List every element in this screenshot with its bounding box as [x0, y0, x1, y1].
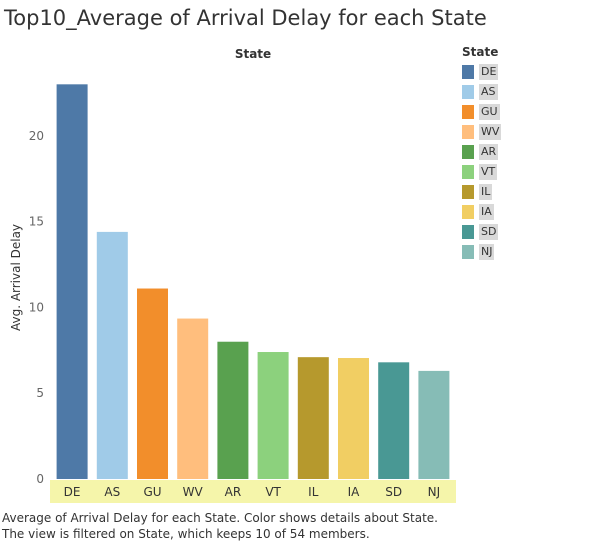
- y-tick-label: 15: [29, 215, 44, 229]
- legend-swatch: [462, 105, 474, 119]
- bar-vt: [257, 352, 289, 479]
- legend-item-wv[interactable]: WV: [462, 122, 502, 142]
- x-tick-label: GU: [143, 485, 161, 499]
- x-tick-label: IA: [348, 485, 361, 499]
- legend-swatch: [462, 65, 474, 79]
- legend-label: IL: [479, 184, 493, 200]
- legend-swatch: [462, 165, 474, 179]
- chart-title: Top10_Average of Arrival Delay for each …: [4, 6, 487, 30]
- legend: State DE AS GU WV AR VT IL IA SD NJ: [462, 45, 502, 262]
- bar-nj: [418, 370, 450, 479]
- bar-wv: [177, 318, 209, 479]
- legend-label: SD: [479, 224, 499, 240]
- x-tick-label: DE: [64, 485, 81, 499]
- bar-de: [56, 84, 88, 479]
- legend-label: NJ: [479, 244, 495, 260]
- bar-as: [96, 231, 128, 479]
- legend-label: AR: [479, 144, 499, 160]
- x-tick-label: SD: [385, 485, 402, 499]
- bar-il: [297, 357, 329, 479]
- legend-title: State: [462, 45, 499, 59]
- bar-gu: [137, 288, 168, 479]
- y-tick-label: 20: [29, 129, 44, 143]
- legend-item-il[interactable]: IL: [462, 182, 501, 202]
- legend-swatch: [462, 245, 474, 259]
- bar-ia: [338, 358, 369, 479]
- legend-label: GU: [479, 104, 500, 120]
- legend-item-vt[interactable]: VT: [462, 162, 501, 182]
- bar-ar: [217, 341, 249, 479]
- legend-swatch: [462, 145, 474, 159]
- y-axis-label: Avg. Arrival Delay: [9, 224, 23, 331]
- y-tick-label: 0: [36, 472, 44, 486]
- legend-swatch: [462, 205, 474, 219]
- legend-item-de[interactable]: DE: [462, 62, 501, 82]
- legend-label: VT: [479, 164, 498, 180]
- legend-label: DE: [479, 64, 499, 80]
- legend-label: WV: [479, 124, 502, 140]
- x-tick-label: IL: [308, 485, 319, 499]
- legend-swatch: [462, 125, 474, 139]
- legend-label: IA: [479, 204, 494, 220]
- x-tick-label: VT: [265, 485, 281, 499]
- y-tick-label: 10: [29, 300, 44, 314]
- legend-label: AS: [479, 84, 498, 100]
- legend-swatch: [462, 185, 474, 199]
- legend-item-as[interactable]: AS: [462, 82, 501, 102]
- x-tick-label: NJ: [428, 485, 441, 499]
- legend-item-sd[interactable]: SD: [462, 222, 501, 242]
- chart-caption: Average of Arrival Delay for each State.…: [2, 511, 438, 541]
- column-header: State: [235, 47, 271, 61]
- y-tick-label: 5: [36, 386, 44, 400]
- legend-swatch: [462, 225, 474, 239]
- x-tick-label: WV: [183, 485, 204, 499]
- legend-item-gu[interactable]: GU: [462, 102, 501, 122]
- bar-sd: [378, 362, 410, 479]
- legend-items: DE AS GU WV AR VT IL IA SD NJ: [462, 62, 502, 262]
- legend-item-nj[interactable]: NJ: [462, 242, 501, 262]
- category-band: [50, 480, 456, 503]
- legend-item-ar[interactable]: AR: [462, 142, 501, 162]
- legend-item-ia[interactable]: IA: [462, 202, 501, 222]
- x-tick-label: AR: [225, 485, 242, 499]
- legend-swatch: [462, 85, 474, 99]
- x-tick-label: AS: [104, 485, 120, 499]
